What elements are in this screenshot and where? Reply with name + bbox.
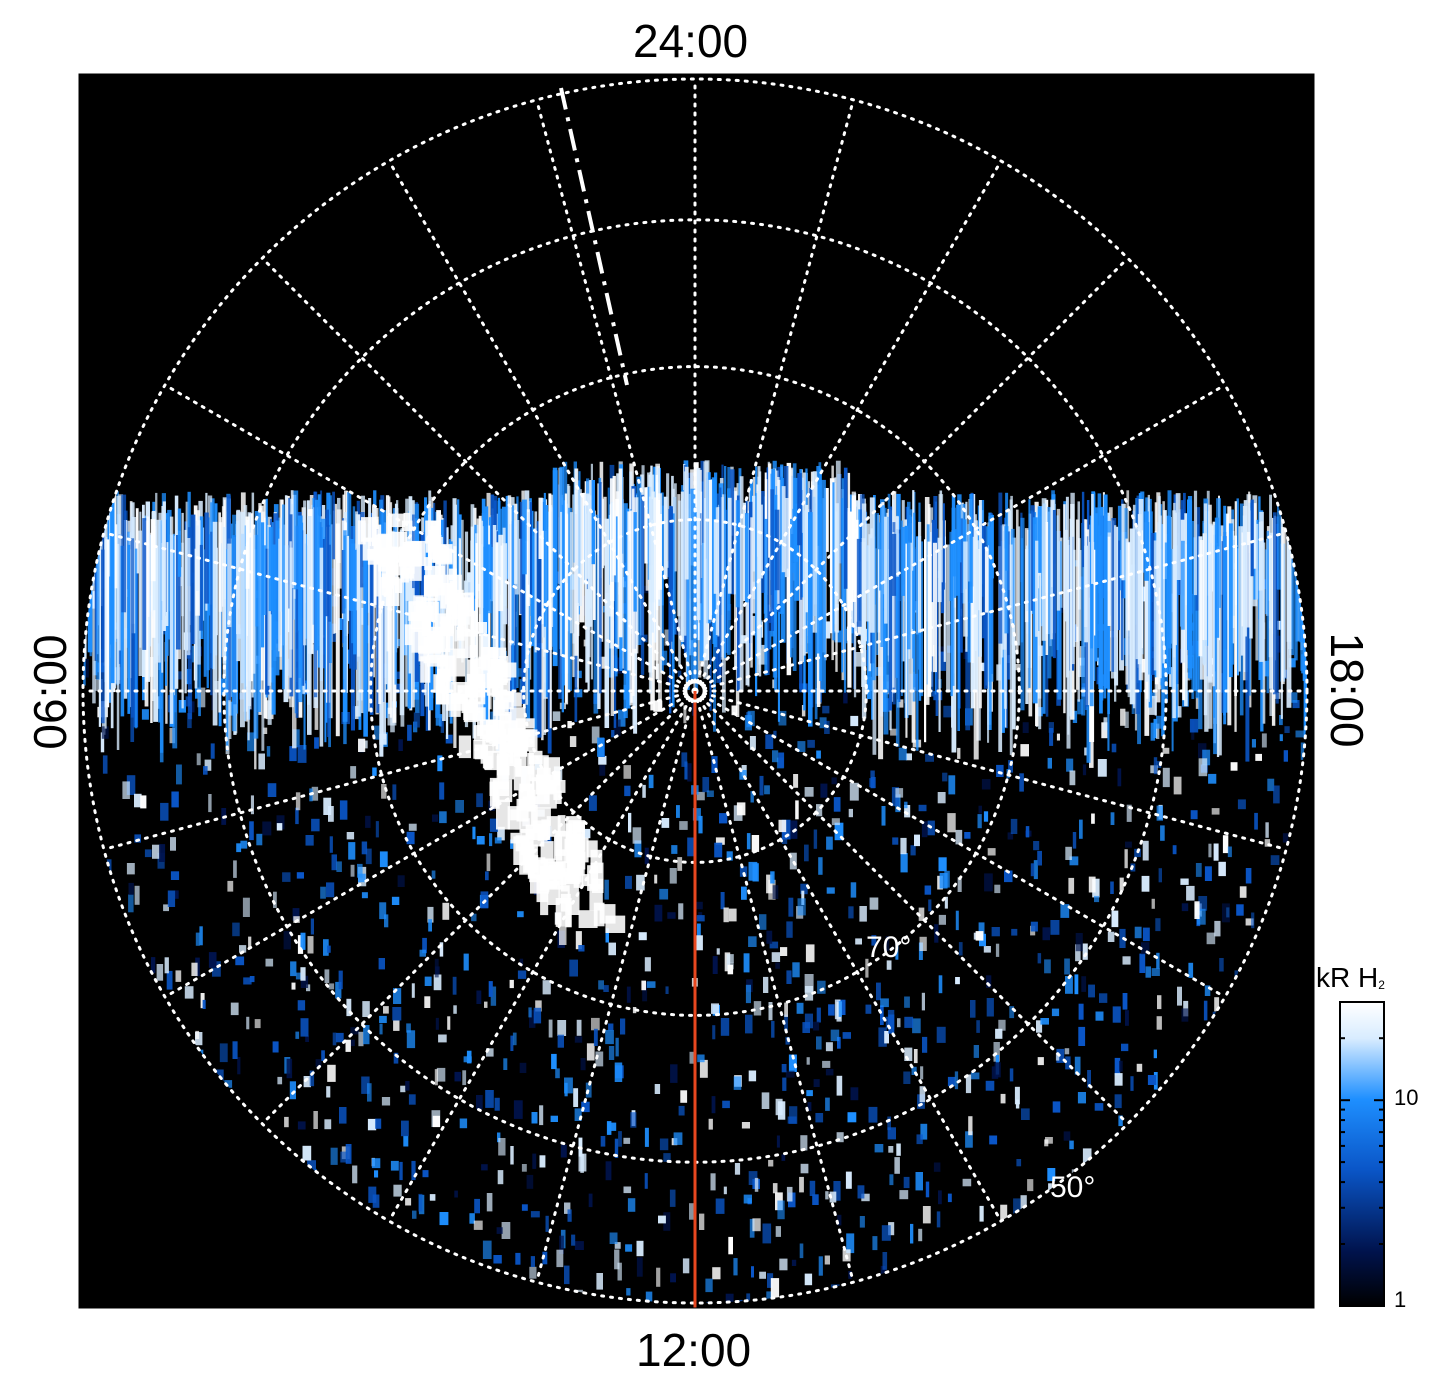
pole-marker xyxy=(683,679,707,703)
local-time-label-top: 24:00 xyxy=(633,15,749,67)
meridian-4 xyxy=(693,689,1003,1223)
colorbar-title-text: kR H xyxy=(1316,962,1379,993)
meridian-23 xyxy=(693,531,1288,693)
latitude-label-70: 70° xyxy=(866,931,911,964)
meridian-1 xyxy=(693,689,1288,851)
meridian-20 xyxy=(693,159,1003,693)
meridian-19 xyxy=(693,98,855,693)
local-time-label-bottom: 12:00 xyxy=(636,1324,752,1376)
meridian-5 xyxy=(693,689,855,1284)
plot-frame xyxy=(78,73,1315,1309)
colorbar-title: kR H2 xyxy=(1316,962,1385,994)
latitude-circle-0 xyxy=(81,77,1309,1305)
meridian-21 xyxy=(693,256,1130,693)
meridian-3 xyxy=(693,689,1130,1126)
colorbar-ticks xyxy=(1340,1001,1384,1307)
dashed-meridian xyxy=(559,87,629,386)
meridian-11 xyxy=(102,689,697,851)
meridian-2 xyxy=(693,689,1227,999)
meridian-16 xyxy=(387,159,697,693)
meridian-14 xyxy=(163,383,697,693)
meridian-7 xyxy=(535,689,697,1284)
colorbar-tick-label-1: 1 xyxy=(1394,1287,1407,1312)
colorbar-tick-label-10: 10 xyxy=(1394,1085,1419,1110)
meridian-17 xyxy=(535,98,697,693)
local-time-label-right: 18:00 xyxy=(1321,632,1373,748)
meridian-13 xyxy=(102,531,697,693)
meridian-15 xyxy=(260,256,697,693)
latitude-label-50: 50° xyxy=(1050,1171,1095,1204)
meridian-10 xyxy=(163,689,697,999)
meridian-8 xyxy=(387,689,697,1223)
colorbar-title-subscript: 2 xyxy=(1378,978,1385,992)
colorbar-gradient xyxy=(1339,1001,1385,1307)
local-time-label-left: 06:00 xyxy=(24,634,76,750)
meridian-9 xyxy=(260,689,697,1126)
meridian-22 xyxy=(693,383,1227,693)
